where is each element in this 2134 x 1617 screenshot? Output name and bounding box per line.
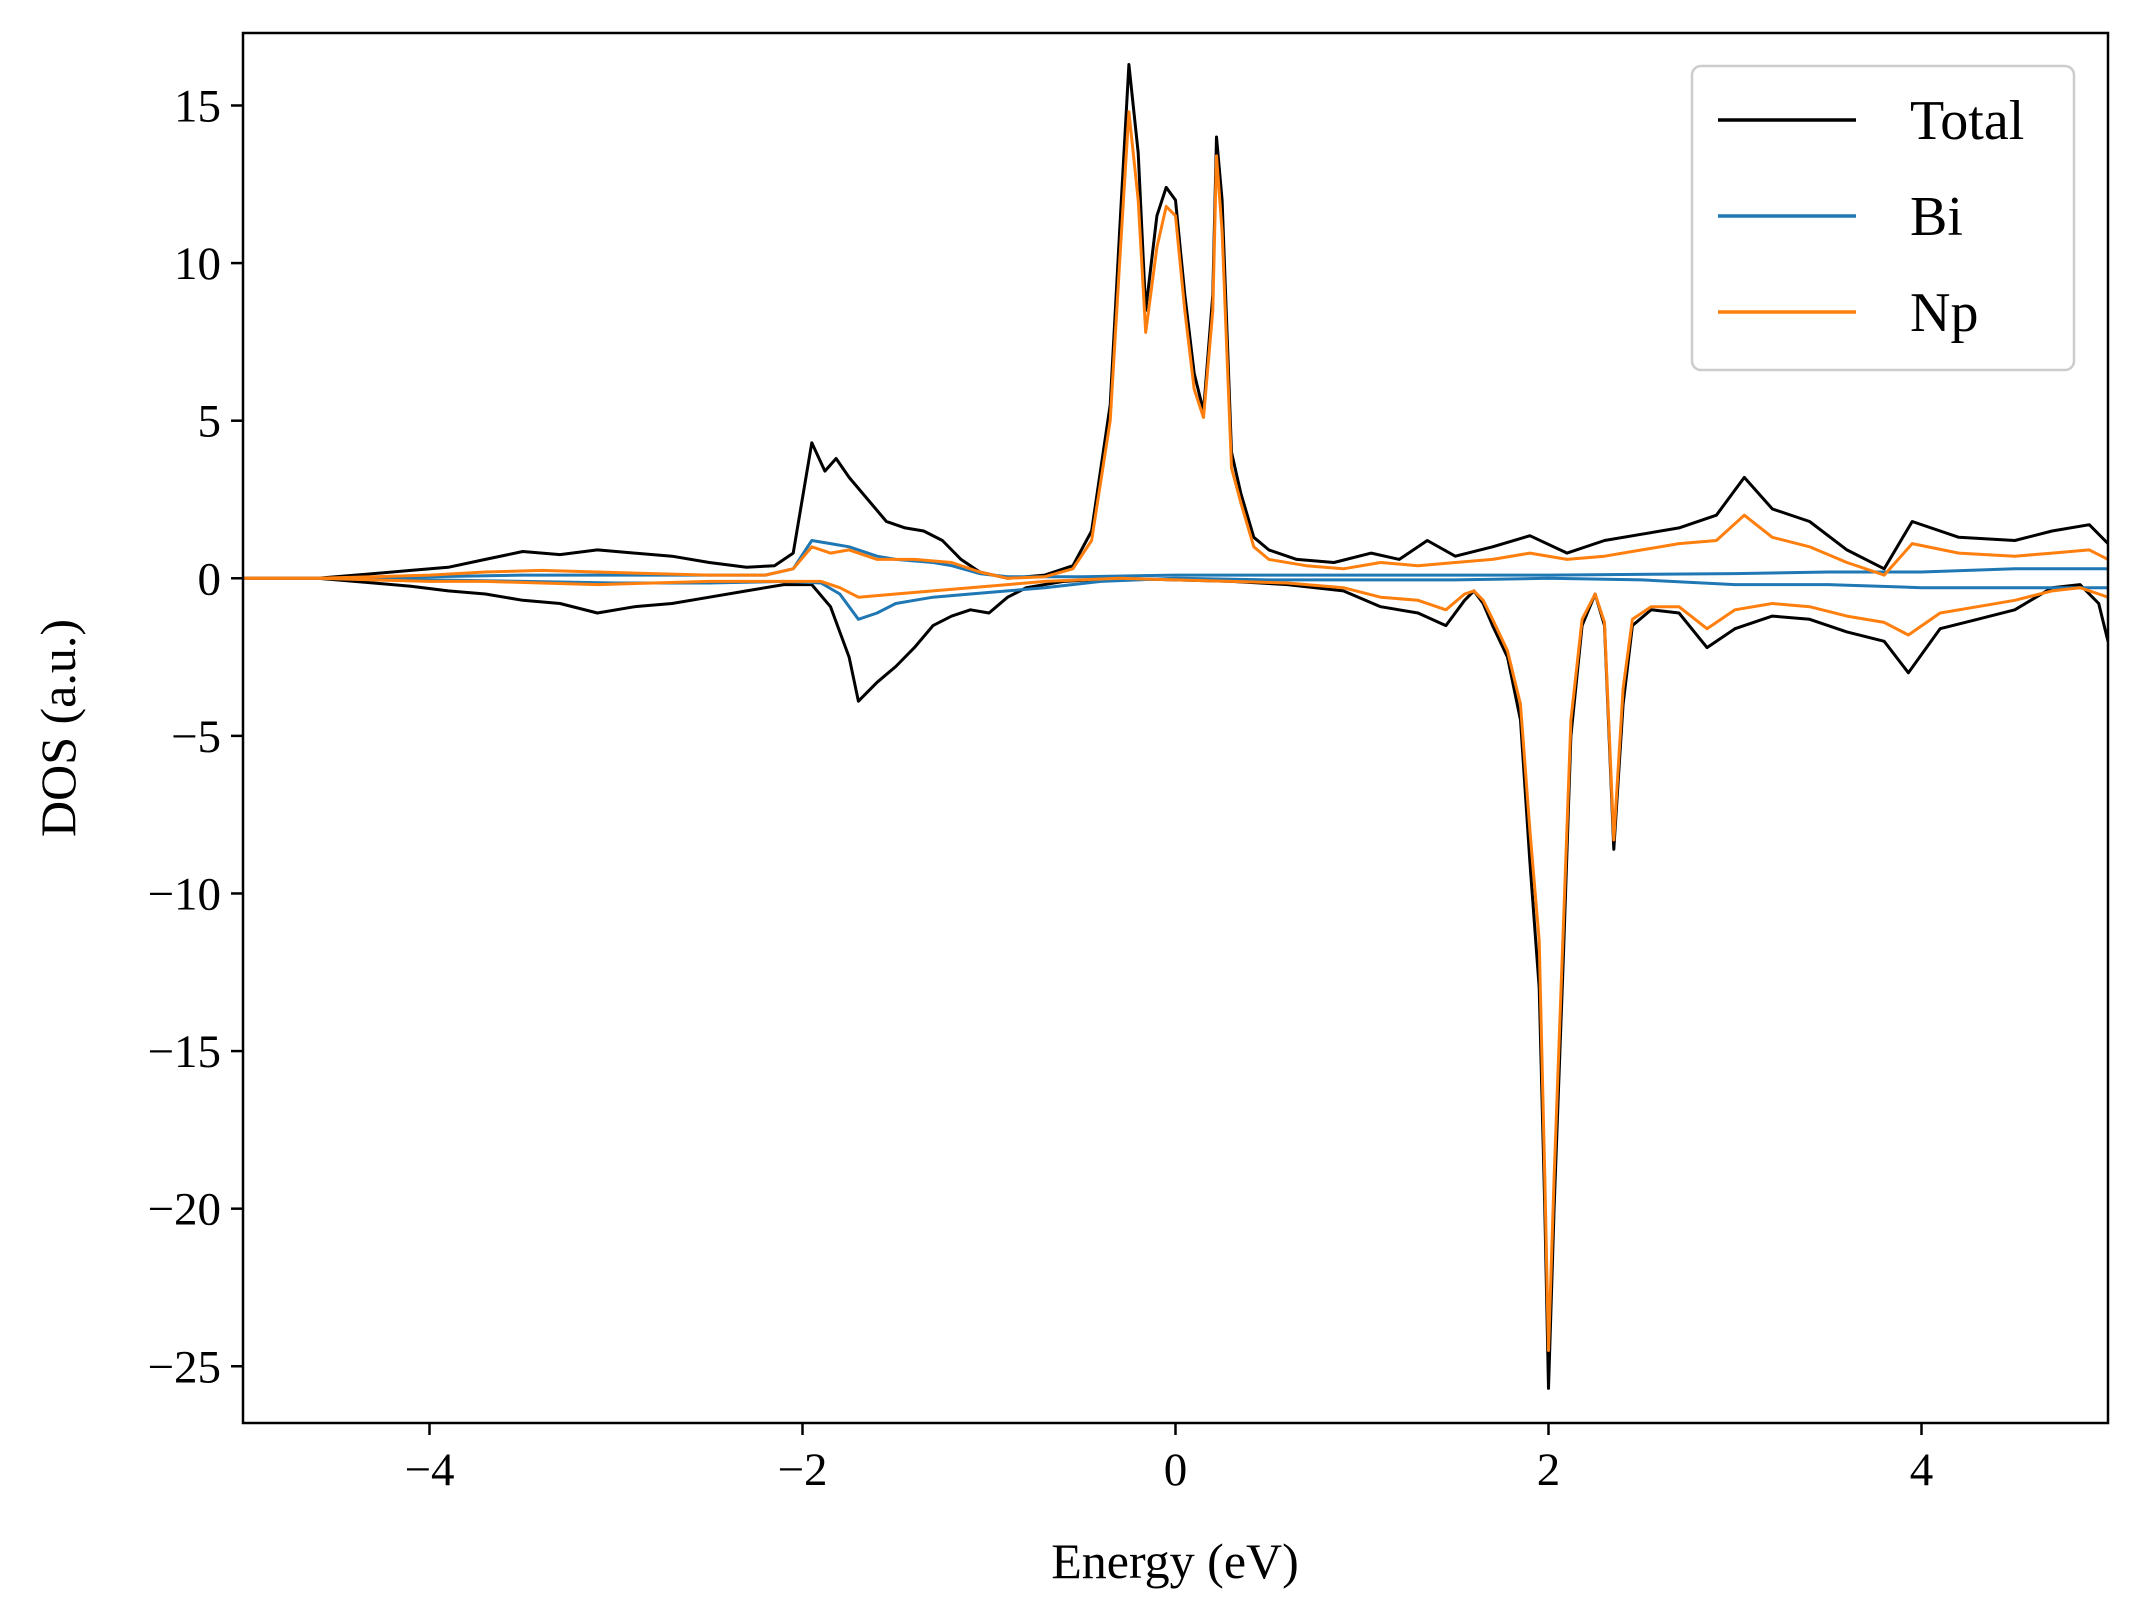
y-tick-label: 10	[174, 238, 221, 290]
series-line-total-up	[243, 63, 2108, 580]
x-tick-label: 4	[1910, 1444, 1934, 1496]
legend-label-np: Np	[1910, 282, 1978, 344]
series-line-total-down	[243, 576, 2108, 1390]
y-tick-label: −5	[171, 711, 221, 763]
y-tick-label: −15	[147, 1026, 221, 1078]
x-tick-label: 2	[1537, 1444, 1561, 1496]
x-tick-label: −2	[777, 1444, 827, 1496]
y-tick-label: −25	[147, 1341, 221, 1393]
series-line-np-up	[243, 110, 2108, 580]
legend: Total Bi Np	[1690, 64, 2076, 372]
y-tick-label: −20	[147, 1184, 221, 1236]
series-line-bi-up	[243, 539, 2108, 580]
y-tick-label: 15	[174, 80, 221, 132]
series-layer	[243, 63, 2108, 1390]
y-tick-label: −10	[147, 868, 221, 920]
series-line-np-down	[243, 576, 2108, 1352]
x-axis-title: Energy (eV)	[1051, 1533, 1299, 1589]
x-tick-label: 0	[1164, 1444, 1188, 1496]
legend-label-bi: Bi	[1910, 186, 1963, 248]
y-axis-title: DOS (a.u.)	[30, 619, 86, 837]
x-tick-label: −4	[404, 1444, 454, 1496]
y-tick-label: 0	[198, 553, 222, 605]
legend-box	[1690, 64, 2076, 372]
y-tick-label: 5	[198, 396, 222, 448]
legend-label-total: Total	[1910, 90, 2024, 152]
